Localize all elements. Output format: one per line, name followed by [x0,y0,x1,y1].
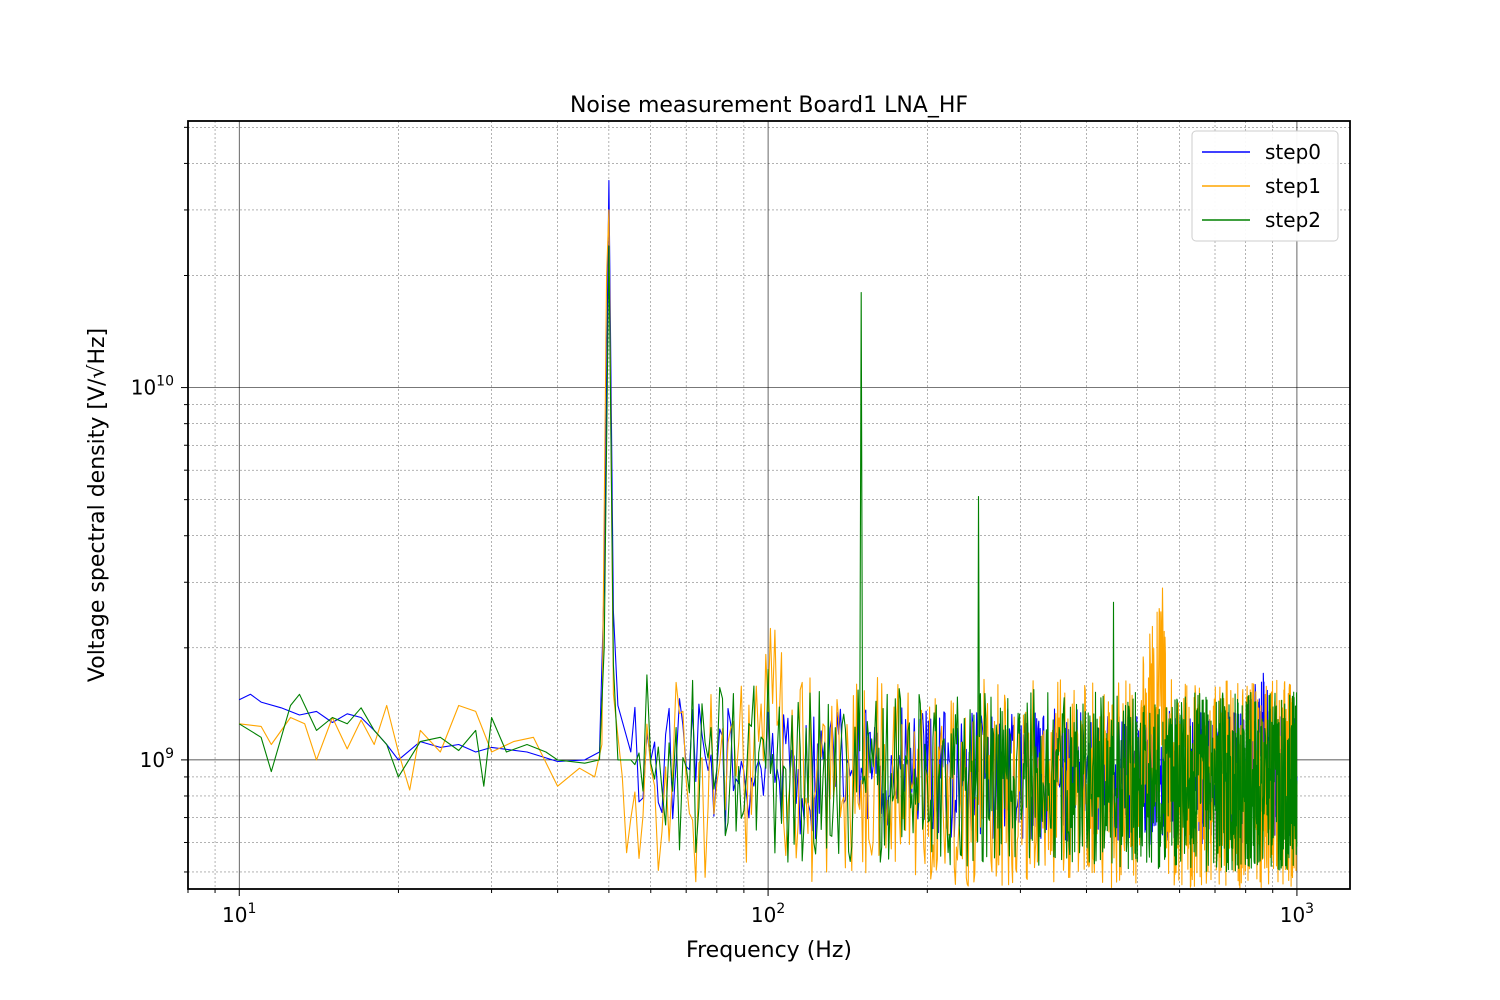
legend: step0 step1 step2 [1191,130,1339,242]
legend-label-step1: step1 [1265,174,1321,198]
y-tick-label: 1010 [131,374,174,400]
x-tick-label: 101 [222,901,256,927]
plot-series [238,179,1298,889]
chart-title: Noise measurement Board1 LNA_HF [570,93,968,118]
x-axis-label: Frequency (Hz) [686,938,852,963]
x-tick-label: 103 [1280,901,1314,927]
axis-ticks: 101 102 103 109 1010 [131,126,1314,927]
series-line-step2 [238,245,1298,873]
x-tick-label: 102 [751,901,785,927]
plot-frame [187,120,1351,890]
legend-label-step0: step0 [1265,140,1321,164]
legend-box [1191,130,1339,242]
y-axis-label: Voltage spectral density [V/√Hz] [85,328,110,682]
legend-label-step2: step2 [1265,208,1321,232]
y-tick-label: 109 [140,746,174,772]
